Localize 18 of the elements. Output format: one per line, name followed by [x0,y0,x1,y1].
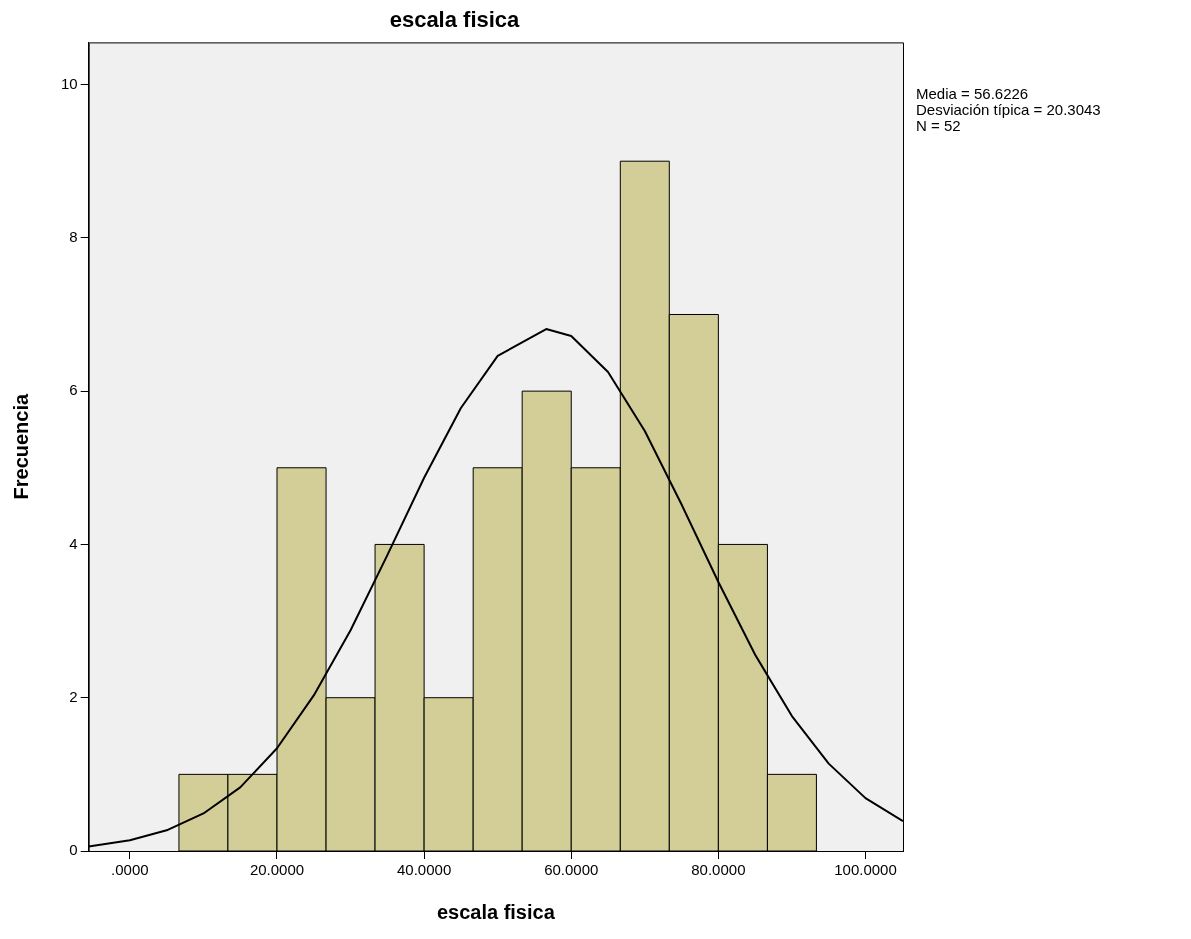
y-tick-label: 2 [69,687,78,705]
y-tick-label: 10 [61,74,78,92]
y-tick-label: 4 [69,534,78,552]
y-tick-label: 8 [69,227,78,245]
x-tick-label: 80.0000 [691,861,746,879]
x-tick-label: 100.0000 [834,861,897,879]
y-tick-label: 6 [69,381,78,399]
x-tick-label: 20.0000 [249,861,305,879]
text: N = 52 [916,117,961,135]
text: Media = 56.6226 [916,85,1029,103]
text: Desviación típica = 20.3043 [916,101,1101,119]
x-tick-label: .0000 [111,861,149,879]
x-axis-title: escala fisica [436,900,556,923]
chart-title: escala fisica [389,7,521,33]
y-axis-title: Frecuencia [9,393,32,500]
x-tick-label: 40.0000 [397,861,452,879]
y-tick-label: 0 [69,841,78,859]
x-tick-label: 60.0000 [544,861,599,879]
